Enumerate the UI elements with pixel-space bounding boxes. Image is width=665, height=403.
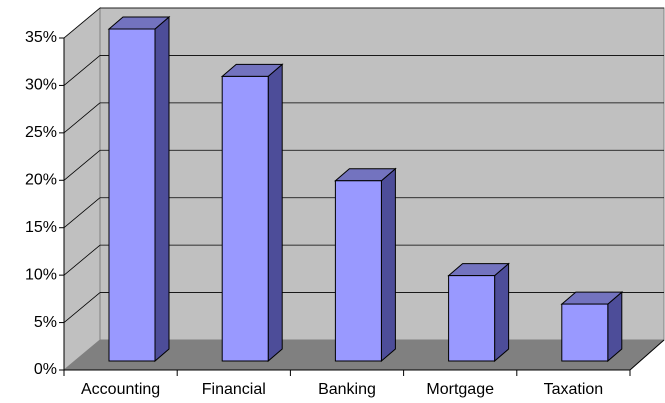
y-tick-label: 15% — [25, 219, 57, 236]
x-axis-depth — [629, 339, 665, 371]
grid-line — [63, 102, 101, 134]
bar — [448, 275, 496, 362]
y-tick-label: 35% — [25, 29, 57, 46]
x-tick-label: Financial — [202, 381, 266, 398]
y-tick-label: 25% — [25, 124, 57, 141]
grid-line — [63, 244, 101, 276]
bar-side — [380, 167, 396, 363]
bar — [334, 180, 382, 362]
grid-line — [63, 292, 101, 323]
y-tick-label: 0% — [34, 361, 57, 378]
grid-line — [63, 197, 101, 229]
x-tick-label: Mortgage — [426, 381, 494, 398]
x-tick-label: Banking — [318, 381, 376, 398]
bar-side — [154, 15, 170, 363]
x-tick-label: Accounting — [81, 381, 160, 398]
y-tick-label: 30% — [25, 77, 57, 94]
bar-side — [267, 63, 283, 363]
bar — [108, 28, 156, 362]
grid-line — [63, 7, 101, 39]
bar-side — [494, 262, 510, 363]
y-tick-label: 5% — [34, 314, 57, 331]
y-tick-label: 10% — [25, 266, 57, 283]
grid-line — [63, 55, 101, 86]
side-wall — [63, 6, 101, 372]
bar — [221, 75, 269, 362]
bar — [561, 303, 609, 362]
y-tick-label: 20% — [25, 172, 57, 189]
grid-line — [63, 149, 101, 181]
x-tick-label: Taxation — [544, 381, 604, 398]
